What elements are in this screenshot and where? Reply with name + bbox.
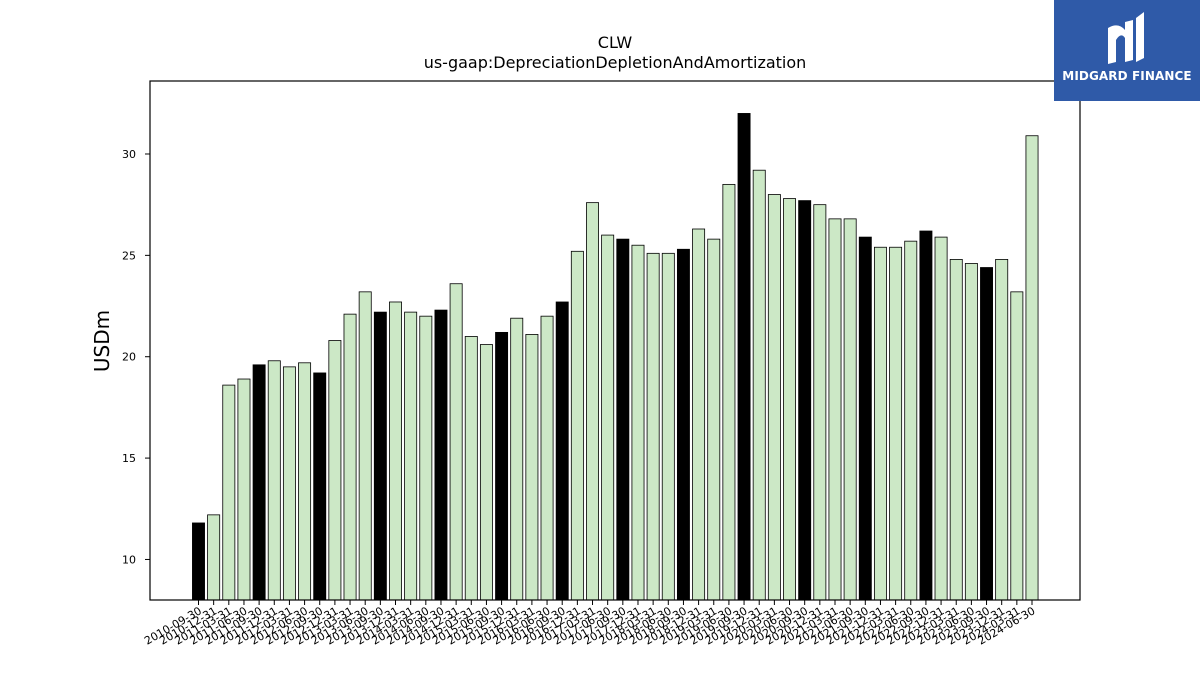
bar-2021-03-31 <box>828 218 842 601</box>
bar-2018-06-30 <box>661 252 675 601</box>
bar-2011-06-30 <box>237 378 251 601</box>
bar-2023-09-30 <box>980 267 993 601</box>
bar-2021-09-30 <box>858 236 872 601</box>
bar-2019-12-31 <box>752 169 766 601</box>
bar-2013-09-30 <box>373 311 387 601</box>
y-tick-label: 30 <box>122 148 136 161</box>
bar-2018-09-30 <box>676 248 690 601</box>
bar-2020-12-31 <box>813 204 827 601</box>
bar-2013-12-31 <box>389 301 402 601</box>
y-tick-label: 10 <box>122 553 136 566</box>
bar-2011-09-30 <box>252 364 266 601</box>
bar-2019-06-30 <box>722 183 736 601</box>
brand-name: MIDGARD FINANCE <box>1062 69 1192 83</box>
bar-2010-12-31 <box>207 514 221 601</box>
bar-2024-06-30 <box>1025 135 1039 601</box>
bar-2010-09-30 <box>192 522 205 601</box>
bars-group <box>192 113 1039 601</box>
bar-2020-09-30 <box>798 200 812 601</box>
bar-2014-03-31 <box>404 311 418 601</box>
y-ticks-group: 10 15 20 25 30 <box>122 148 150 566</box>
bar-2024-03-31 <box>1010 291 1024 601</box>
bar-2022-03-31 <box>889 246 903 601</box>
bar-2018-03-31 <box>646 252 660 601</box>
bar-2017-03-31 <box>586 202 599 601</box>
bar-2014-06-30 <box>419 315 433 601</box>
bar-2021-12-31 <box>873 246 887 601</box>
bar-2012-06-30 <box>298 362 312 601</box>
y-tick-label: 25 <box>122 249 136 262</box>
bar-2012-09-30 <box>313 372 327 601</box>
bar-2012-03-31 <box>282 366 296 601</box>
bar-2015-09-30 <box>495 331 509 601</box>
bar-2016-06-30 <box>540 315 554 601</box>
bar-2023-12-31 <box>995 259 1009 601</box>
bar-2017-09-30 <box>616 238 630 601</box>
bar-2016-09-30 <box>555 301 569 601</box>
bar-2019-09-30 <box>737 113 751 601</box>
bar-2017-06-30 <box>601 234 615 601</box>
bar-2018-12-31 <box>692 228 706 601</box>
brand-logo: MIDGARD FINANCE <box>1054 0 1200 101</box>
bar-2012-12-31 <box>328 340 342 601</box>
bar-2015-03-31 <box>464 336 478 601</box>
y-axis-label: USDm <box>90 310 114 372</box>
chart-title: CLW <box>598 33 633 52</box>
bar-2013-06-30 <box>358 291 372 601</box>
bar-2020-06-30 <box>783 198 796 601</box>
bar-2016-03-31 <box>525 334 539 601</box>
plot-frame <box>149 80 1081 601</box>
bar-2011-12-31 <box>267 360 281 601</box>
bar-2022-06-30 <box>904 240 918 601</box>
bar-2016-12-31 <box>570 250 584 601</box>
bar-2020-03-31 <box>767 194 781 601</box>
bar-2023-03-31 <box>949 259 963 601</box>
bar-2011-03-31 <box>222 384 236 601</box>
bar-2017-12-31 <box>631 244 645 601</box>
bar-2019-03-31 <box>707 238 721 601</box>
bar-2015-06-30 <box>479 344 493 601</box>
bar-2023-06-30 <box>964 263 978 601</box>
bar-2014-09-30 <box>434 309 448 601</box>
y-tick-label: 20 <box>122 351 136 364</box>
x-ticks-group: 2010-09-302010-12-312011-03-312011-06-30… <box>142 600 1038 648</box>
y-tick-label: 15 <box>122 452 136 465</box>
bar-2022-09-30 <box>919 230 933 601</box>
bar-2022-12-31 <box>934 236 948 601</box>
bar-2013-03-31 <box>343 313 357 601</box>
bar-2021-06-30 <box>843 218 857 601</box>
bar-2014-12-31 <box>449 283 463 601</box>
chart-subtitle: us-gaap:DepreciationDepletionAndAmortiza… <box>424 53 807 72</box>
bar-2015-12-31 <box>510 317 524 601</box>
brand-logo-icon <box>1108 12 1144 64</box>
